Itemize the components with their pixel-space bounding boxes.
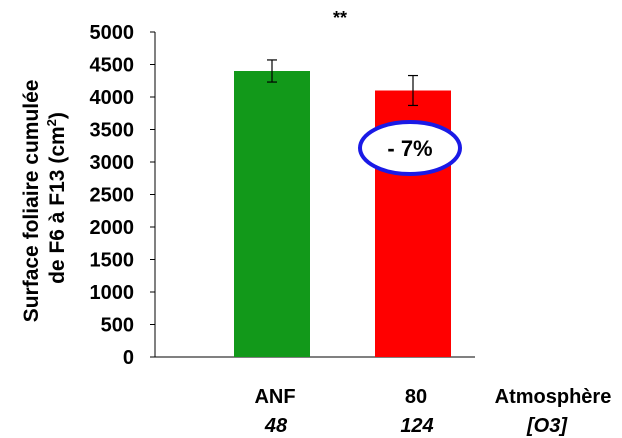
y-axis-title-line2-suffix: ) [46,112,69,119]
y-tick-label: 0 [123,347,134,369]
y-tick-label: 2500 [90,185,135,207]
y-axis-ticks: 0 500 1000 1500 2000 2500 3000 3500 4000 4500 5000 [90,22,155,369]
category-labels: ANF 48 80 124 [254,386,433,437]
y-tick-label: 5000 [90,22,135,44]
y-axis-title-line1: Surface foliaire cumulée [20,80,43,323]
y-tick-label: 2000 [90,217,135,239]
x-axis-subtitle: [O3] [526,415,568,437]
annotation-ellipse [358,120,462,176]
y-axis-title-line2-prefix: de F6 à F13 (cm [46,126,69,284]
y-axis-title: Surface foliaire cumulée de F6 à F13 (cm… [20,74,69,323]
category-label: 80 [405,386,427,408]
y-tick-label: 1500 [90,250,135,272]
category-label: ANF [254,386,295,408]
y-tick-label: 4000 [90,87,135,109]
category-sublabel: 48 [264,415,288,437]
y-tick-label: 4500 [90,55,135,77]
x-axis-title: Atmosphère [495,386,612,408]
y-axis-title-line2: de F6 à F13 (cm2) [44,112,69,284]
y-axis-title-superscript: 2 [44,119,59,126]
category-sublabel: 124 [400,415,433,437]
y-tick-label: 3000 [90,152,135,174]
bar-anf [234,71,310,357]
y-tick-label: 500 [101,315,134,337]
error-bars-group [267,59,418,107]
annotation-label: - 7% [387,136,432,161]
bars-group [234,71,451,357]
y-tick-label: 3500 [90,120,135,142]
y-tick-label: 1000 [90,282,135,304]
significance-marker: ** [333,8,347,28]
